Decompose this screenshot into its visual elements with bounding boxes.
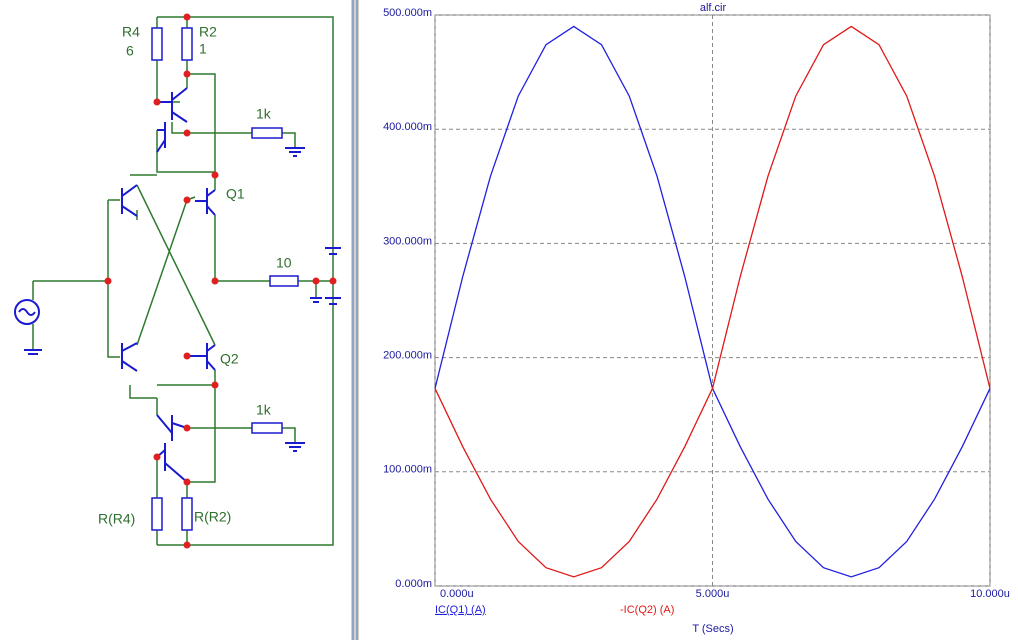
source-wave bbox=[18, 308, 36, 316]
junctions bbox=[104, 13, 337, 549]
resistor bbox=[251, 422, 283, 434]
y-tick-label: 500.000m bbox=[383, 7, 432, 19]
plot: alf.cir T (Secs) 0.000m 100.000m 200.000m 3… bbox=[383, 2, 1010, 635]
legend-entry: -IC(Q2) (A) bbox=[620, 604, 674, 616]
y-tick-label: 300.000m bbox=[383, 235, 432, 247]
component-label: R2 bbox=[199, 24, 217, 40]
resistor bbox=[181, 497, 193, 531]
component-label: Q1 bbox=[226, 186, 245, 202]
component-value: 10 bbox=[276, 255, 292, 271]
source bbox=[14, 299, 40, 325]
splitter[interactable] bbox=[351, 0, 359, 640]
x-tick-label: 5.000u bbox=[696, 588, 730, 600]
component-value: 1k bbox=[256, 106, 272, 122]
y-tick-label: 400.000m bbox=[383, 121, 432, 133]
resistor bbox=[181, 27, 193, 61]
y-tick-label: 0.000m bbox=[395, 578, 432, 590]
component-label: R4 bbox=[122, 24, 140, 40]
component-value: 1k bbox=[256, 402, 272, 418]
resistor bbox=[151, 27, 163, 61]
series-line bbox=[434, 25, 991, 578]
x-axis-label: T (Secs) bbox=[692, 623, 733, 635]
schematic: R4 6 R2 1 1k Q1 10 Q2 1k R(R4) R(R2) bbox=[14, 13, 341, 549]
chart-title: alf.cir bbox=[700, 2, 727, 14]
resistor bbox=[151, 497, 163, 531]
component-label: R(R4) bbox=[98, 511, 135, 527]
y-tick-label: 200.000m bbox=[383, 350, 432, 362]
x-tick-label: 0.000u bbox=[440, 588, 474, 600]
y-tick-label: 100.000m bbox=[383, 464, 432, 476]
resistor bbox=[251, 127, 283, 139]
component-value: 1 bbox=[199, 41, 207, 57]
resistor bbox=[269, 275, 299, 287]
component-value: 6 bbox=[126, 43, 134, 59]
component-label: R(R2) bbox=[194, 509, 231, 525]
component-label: Q2 bbox=[220, 351, 239, 367]
transistors bbox=[24, 87, 341, 483]
x-tick-label: 10.000u bbox=[970, 588, 1010, 600]
legend-entry: IC(Q1) (A) bbox=[435, 604, 486, 616]
